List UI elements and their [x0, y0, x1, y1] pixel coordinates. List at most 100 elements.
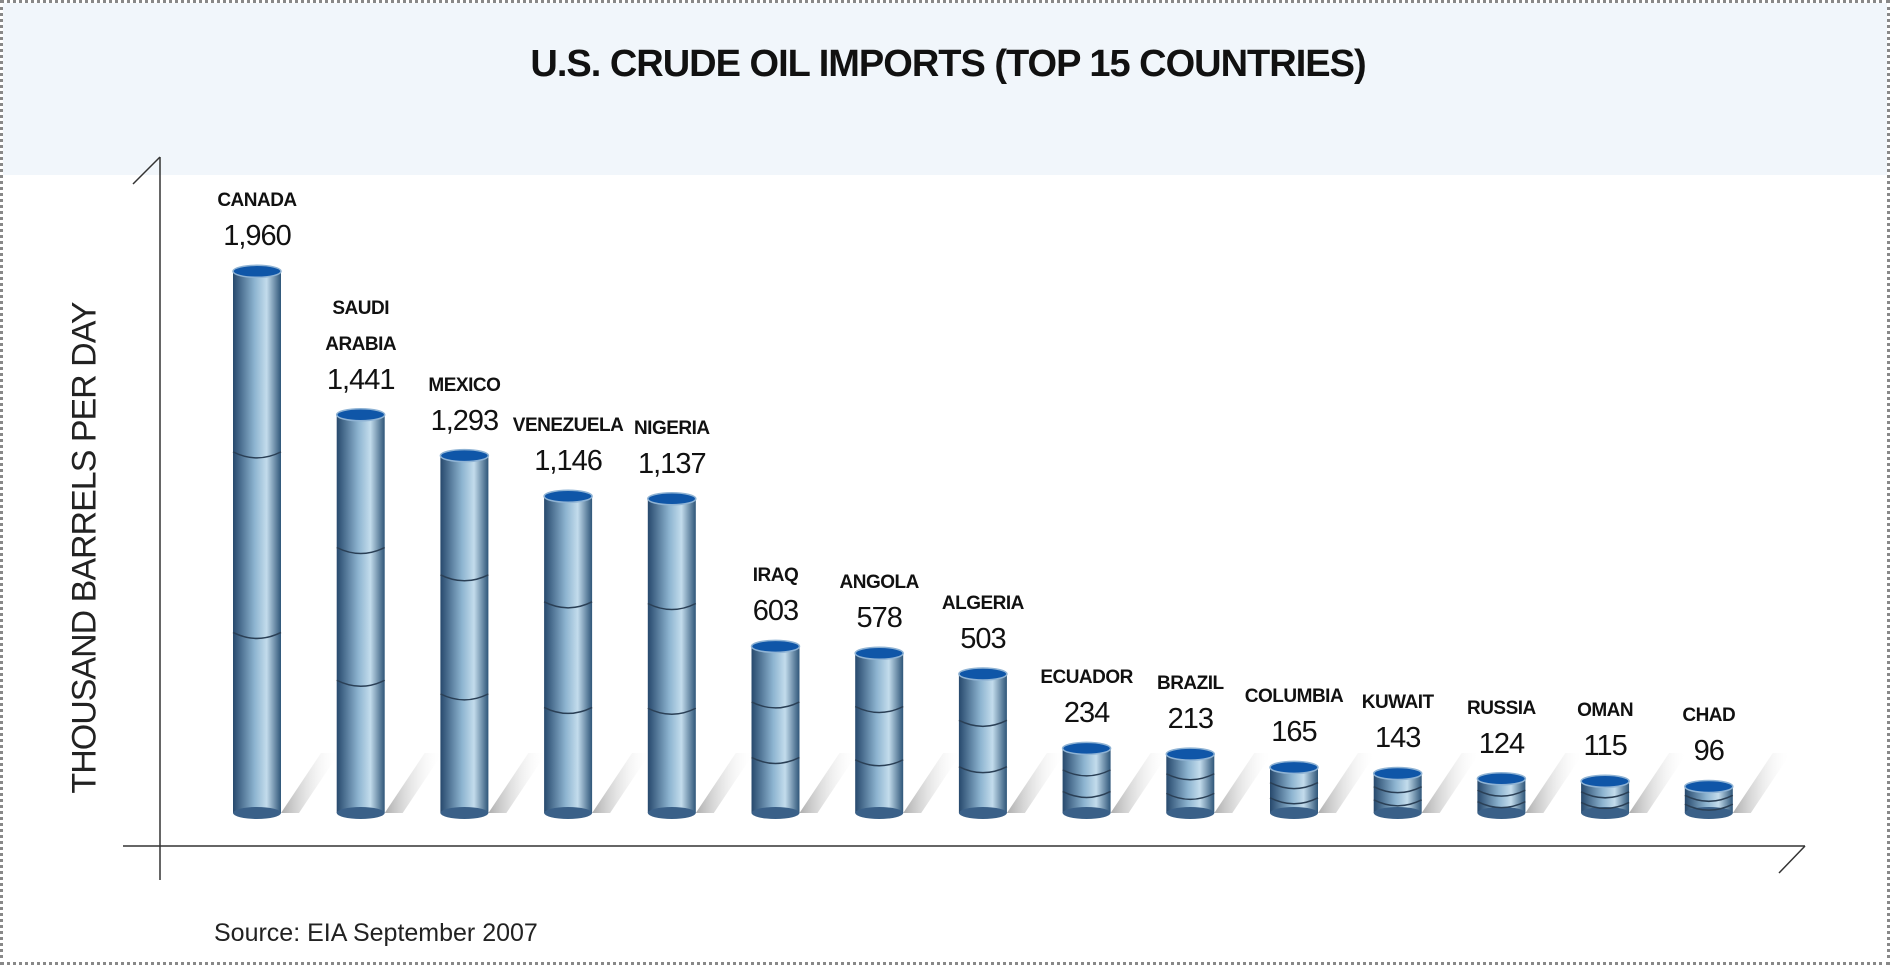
bar-base [647, 807, 696, 819]
header-band [3, 3, 1887, 175]
bar-band [958, 765, 1008, 774]
bar [958, 673, 1007, 813]
bar-cap [647, 492, 697, 506]
bar-cap [854, 646, 904, 661]
category-label: KUWAIT [1361, 692, 1434, 714]
bar-base [440, 807, 489, 819]
bar-shadow [1318, 753, 1376, 813]
bar-band [647, 707, 697, 716]
bar-band [1062, 769, 1111, 777]
bar-cap [232, 264, 282, 279]
value-label: 1,293 [430, 404, 500, 437]
value-label: 1,960 [223, 220, 292, 253]
bar-base [1270, 807, 1318, 819]
bar-shadow [695, 753, 754, 813]
category-label: VENEZUELA [512, 415, 624, 437]
category-label: IRAQ [752, 565, 799, 587]
bar-band [1269, 781, 1319, 790]
bar-shadow [384, 753, 443, 813]
bar [1270, 767, 1318, 813]
bar-label: OMAN 115 [1543, 693, 1667, 763]
category-label: CHAD [1682, 705, 1736, 727]
bar-cap [1165, 747, 1216, 761]
bar-band [1477, 800, 1526, 809]
bar-band [1373, 785, 1423, 794]
bar-label: ANGOLA 578 [817, 565, 941, 635]
value-label: 234 [1063, 697, 1110, 730]
bar-cap [1372, 766, 1423, 781]
bar-band [1165, 792, 1215, 801]
bar [1062, 748, 1111, 813]
bar-base [1684, 807, 1733, 819]
bar-base [751, 807, 800, 819]
bar-band [1684, 803, 1734, 811]
bar-label: RUSSIA 124 [1439, 691, 1563, 761]
bar-band [1373, 799, 1423, 807]
bar [751, 646, 800, 813]
bar [855, 653, 904, 813]
bar-band [1580, 791, 1630, 799]
bar-shadow [281, 753, 339, 813]
bar-base [233, 807, 281, 819]
bar-label: KUWAIT 143 [1336, 685, 1460, 755]
bar [647, 498, 696, 813]
bar-base [958, 807, 1007, 819]
bar-band [854, 705, 904, 714]
bar [233, 271, 281, 813]
bar-label: BRAZIL 213 [1128, 666, 1252, 736]
bar-cap [1269, 760, 1319, 775]
value-label: 1,137 [638, 447, 707, 480]
bar-cap [1580, 774, 1630, 788]
chart-title: U.S. CRUDE OIL IMPORTS (TOP 15 COUNTRIES… [530, 43, 1366, 85]
value-label: 213 [1167, 703, 1214, 736]
bar-base [1373, 807, 1422, 819]
bar-label: SAUDI ARABIA 1,441 [299, 291, 423, 397]
bar-band [1580, 801, 1630, 810]
bar-base [336, 807, 385, 819]
bar-shadow [799, 753, 858, 813]
category-label: ECUADOR [1040, 667, 1133, 689]
bar-band [1269, 797, 1319, 805]
bar-shadow [592, 753, 651, 813]
bar-label: ECUADOR 234 [1025, 660, 1149, 730]
bar-shadow [903, 753, 962, 813]
bar-label: MEXICO 1,293 [402, 368, 526, 438]
bar [336, 414, 385, 813]
bar-band [336, 679, 386, 687]
bar-band [1062, 790, 1111, 799]
bar-band [440, 693, 489, 701]
bar-shadow [1006, 753, 1065, 813]
category-label: ANGOLA [839, 572, 920, 594]
value-label: 1,441 [326, 363, 396, 396]
bar-band [751, 756, 800, 765]
bar-shadow [488, 753, 547, 813]
bar [440, 455, 489, 813]
value-label: 96 [1693, 735, 1725, 768]
value-label: 165 [1271, 716, 1317, 749]
value-label: 1,146 [534, 445, 603, 478]
bar-cap [335, 407, 386, 422]
bar-shadow [1110, 753, 1169, 813]
bar-band [958, 719, 1008, 728]
bar-label: VENEZUELA 1,146 [506, 408, 630, 478]
bar-band [543, 601, 593, 609]
bar-label: COLUMBIA 165 [1232, 679, 1356, 749]
bar-base [1581, 807, 1630, 819]
bar-band [647, 602, 697, 611]
bar-shadow [1525, 753, 1584, 813]
category-label: SAUDI ARABIA [325, 297, 397, 355]
category-label: COLUMBIA [1244, 686, 1344, 708]
bar-label: CHAD 96 [1647, 698, 1771, 768]
bar [544, 496, 593, 813]
bar-cap [1684, 779, 1734, 794]
bar-shadow [1732, 753, 1791, 813]
bar-cap [1476, 771, 1527, 786]
bar-cap [543, 489, 593, 504]
value-label: 143 [1374, 722, 1421, 755]
bar-base [1062, 807, 1111, 819]
category-label: CANADA [217, 190, 297, 212]
value-label: 603 [752, 595, 799, 628]
bar-band [1165, 773, 1215, 781]
bar-base [1166, 807, 1215, 819]
